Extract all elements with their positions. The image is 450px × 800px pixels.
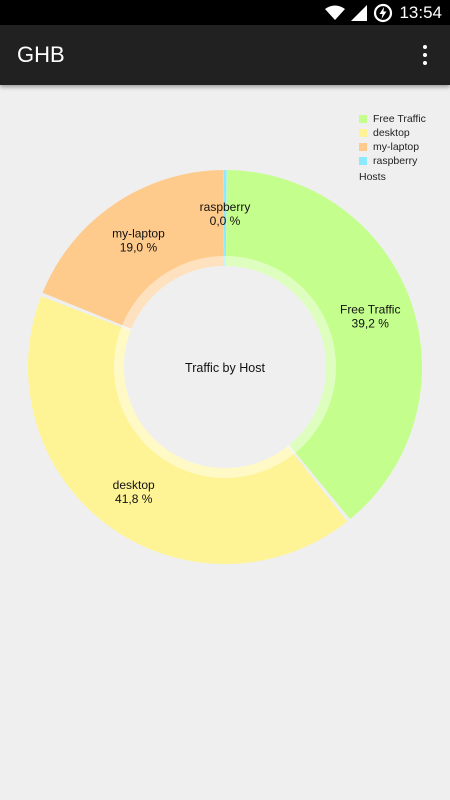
overflow-menu-icon-dot [423,53,427,57]
legend-swatch [359,115,367,123]
pie-slice-desktop[interactable] [28,296,348,564]
legend-label: my-laptop [373,141,420,153]
legend-label: Free Traffic [373,113,426,125]
pie-slice-free-traffic[interactable] [225,170,422,520]
legend-swatch [359,143,367,151]
legend-item-my-laptop[interactable]: my-laptop [359,140,426,154]
app-title: GHB [17,42,65,67]
legend-title: Hosts [359,171,386,183]
legend-item-desktop[interactable]: desktop [359,126,426,140]
overflow-menu-icon-dot [423,45,427,49]
slice-value-raspberry: 0,0 % [210,214,241,228]
slice-label-raspberry: raspberry [200,200,251,214]
legend-item-free-traffic[interactable]: Free Traffic [359,112,426,126]
pie-slice-my-laptop[interactable] [42,170,225,329]
slice-value-desktop: 41,8 % [115,492,153,506]
chart-legend: Free Traffic desktop my-laptop raspberry Ho… [359,112,426,185]
legend-item-raspberry[interactable]: raspberry [359,154,426,168]
chart-center-hole [124,266,326,468]
slice-value-my-laptop: 19,0 % [120,241,158,255]
slice-label-my-laptop: my-laptop [112,227,165,241]
overflow-menu-icon-dot [423,61,427,65]
legend-label: desktop [373,127,410,139]
slice-label-desktop: desktop [113,478,155,492]
app-bar: GHB [0,25,450,85]
status-bar: 13:54 [0,0,450,25]
wifi-icon [325,5,346,20]
legend-swatch [359,129,367,137]
slice-value-free-traffic: 39,2 % [352,317,390,331]
chart-center-title: Traffic by Host [185,361,265,375]
status-icons: 13:54 [325,0,442,25]
pie-slice-raspberry[interactable] [223,170,227,267]
battery-charging-icon [374,3,393,22]
legend-label: raspberry [373,155,418,167]
status-time: 13:54 [399,3,442,22]
slice-label-free-traffic: Free Traffic [340,303,400,317]
overflow-menu-button[interactable] [410,35,440,75]
legend-swatch [359,157,367,165]
signal-icon [351,4,368,21]
